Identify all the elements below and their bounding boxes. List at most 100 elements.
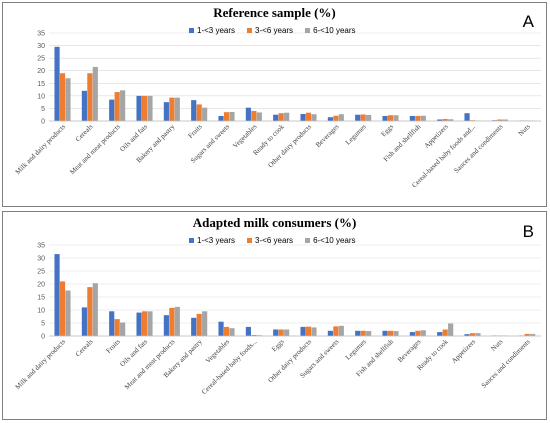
bar: [387, 330, 394, 336]
bar: [59, 73, 66, 121]
bar: [202, 311, 208, 336]
bar: [65, 290, 71, 336]
bar: [300, 113, 306, 121]
bar: [393, 115, 399, 121]
bar: [273, 329, 279, 336]
chart-a-title: Reference sample (%): [213, 5, 336, 20]
x-tick-label: Meat and meat products: [68, 123, 122, 177]
bar: [524, 333, 530, 336]
x-tick-label: Nuts: [489, 338, 504, 353]
y-tick-label: 25: [37, 269, 45, 276]
legend-swatch: [247, 238, 253, 243]
y-tick-label: 30: [37, 43, 45, 50]
bar: [59, 281, 66, 336]
x-tick-label: Appetizers: [450, 338, 477, 365]
bar: [147, 95, 153, 121]
bar: [256, 112, 262, 121]
x-tick-label: Eggs: [380, 123, 396, 139]
bar: [415, 115, 421, 121]
bar: [393, 331, 399, 336]
x-tick-label: Legumes: [344, 123, 368, 147]
x-tick-label: Legumes: [344, 338, 368, 362]
chart-b-plot: 0 5 10 15 20 25 30 35 Milk and dairy products Cer…: [14, 243, 541, 396]
x-tick-label: Milk and dairy products: [14, 338, 68, 392]
bar: [469, 333, 476, 336]
x-tick-label: Fruits: [187, 123, 204, 140]
panel-b-label: B: [522, 222, 534, 241]
y-tick-label: 15: [37, 295, 45, 302]
bar: [245, 326, 251, 336]
bar: [305, 326, 312, 336]
bar: [251, 110, 257, 121]
bar: [530, 333, 536, 336]
bar: [196, 313, 202, 336]
bar: [114, 319, 120, 336]
bar: [136, 312, 142, 336]
bar: [420, 115, 426, 121]
y-tick-label: 30: [37, 256, 45, 263]
bar: [497, 119, 503, 121]
bar: [360, 114, 366, 121]
bar: [87, 73, 93, 121]
bar: [437, 119, 443, 121]
bar: [355, 330, 361, 336]
bar: [174, 97, 180, 121]
panel-a-label: A: [522, 12, 534, 31]
x-tick-label: Fruits: [105, 338, 122, 355]
bar: [163, 102, 169, 121]
bar: [327, 330, 333, 336]
x-tick-label: Sauces and condiments: [480, 338, 532, 390]
bar: [502, 119, 508, 121]
bar: [305, 112, 312, 121]
legend-label: 3-<6 years: [255, 26, 294, 35]
bar: [114, 92, 120, 121]
bar: [284, 112, 290, 121]
bar: [382, 330, 388, 336]
bar: [382, 115, 388, 121]
bar: [437, 332, 443, 336]
legend-swatch: [305, 28, 311, 33]
bar: [81, 90, 87, 121]
bar: [196, 104, 202, 121]
legend-swatch: [247, 28, 253, 33]
x-tick-label: Sauces and condiments: [453, 123, 505, 175]
y-tick-label: 5: [41, 106, 45, 113]
x-tick-label: Cereals: [74, 123, 95, 144]
bar: [120, 322, 126, 336]
bar: [300, 326, 306, 336]
legend-item: 3-<6 years: [247, 236, 293, 245]
bar: [278, 113, 284, 121]
bar: [273, 114, 279, 121]
bar: [54, 254, 60, 336]
bar: [327, 117, 333, 121]
bar: [218, 115, 224, 121]
chart-b-legend: 1-<3 years 3-<6 years 6-<10 years: [189, 236, 356, 245]
bar: [464, 334, 470, 336]
y-tick-label: 15: [37, 81, 45, 88]
bar: [65, 78, 71, 121]
bar: [54, 46, 60, 122]
y-tick-label: 10: [37, 93, 45, 100]
bar: [311, 327, 317, 336]
chart-a-legend: 1-<3 years 3-<6 years 6-<10 years: [189, 26, 356, 35]
bar: [333, 115, 339, 121]
bar: [338, 325, 344, 336]
bar: [191, 317, 197, 336]
chart-a-plot: 0 5 10 15 20 25 30 35 Milk and dairy products Cer…: [14, 31, 541, 189]
bar: [81, 307, 87, 336]
bar: [92, 66, 98, 121]
bar: [284, 329, 290, 336]
y-tick-label: 0: [41, 334, 45, 341]
bar: [387, 115, 394, 121]
bar: [120, 90, 126, 121]
chart-b-title: Adapted milk consumers (%): [192, 215, 357, 230]
y-tick-label: 0: [41, 119, 45, 126]
legend-item: 6-<10 years: [305, 236, 356, 245]
y-tick-label: 35: [37, 31, 45, 38]
y-tick-label: 20: [37, 282, 45, 289]
y-tick-label: 20: [37, 68, 45, 75]
x-tick-label: Beverages: [396, 338, 422, 364]
bar: [420, 330, 426, 336]
bar: [245, 107, 251, 121]
bar: [174, 306, 180, 336]
